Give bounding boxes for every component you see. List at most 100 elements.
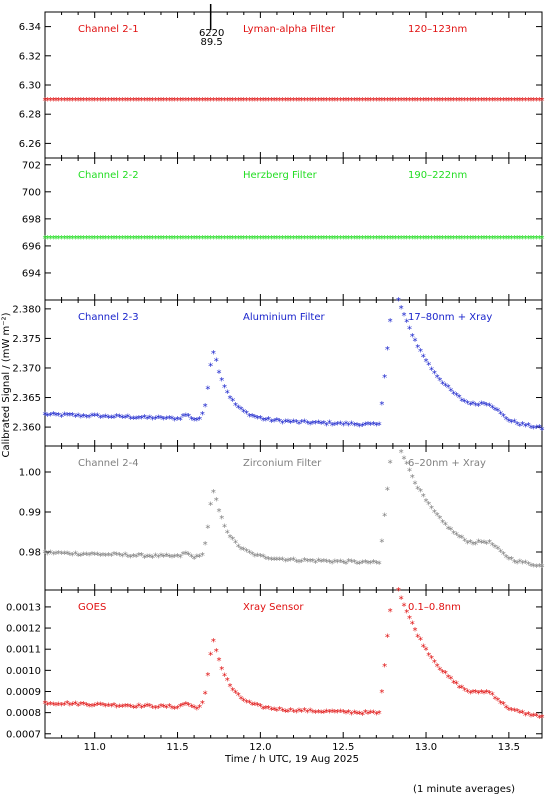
panel-3: 2.360 2.365 2.370 2.375 2.380 Channel 2-3 Alum… xyxy=(12,296,545,447)
data-point: * xyxy=(203,96,208,107)
data-point: * xyxy=(167,702,172,713)
data-point: * xyxy=(164,415,169,426)
data-point: * xyxy=(48,549,53,560)
data-point: * xyxy=(401,455,406,466)
filter-label: Xray Sensor xyxy=(243,602,304,613)
data-point: * xyxy=(316,418,321,429)
data-point: * xyxy=(399,96,404,107)
data-point: * xyxy=(432,658,437,669)
data-point: * xyxy=(117,96,122,107)
data-point: * xyxy=(117,702,122,713)
data-point: * xyxy=(175,704,180,715)
data-point: * xyxy=(274,707,279,718)
data-point: * xyxy=(366,234,371,245)
data-point: * xyxy=(484,96,489,107)
y-tick-label: 0.0007 xyxy=(6,729,41,740)
data-point: * xyxy=(222,523,227,534)
data-point: * xyxy=(170,704,175,715)
data-point: * xyxy=(465,688,470,699)
data-point: * xyxy=(459,234,464,245)
data-point: * xyxy=(285,418,290,429)
data-point: * xyxy=(258,552,263,563)
data-point: * xyxy=(145,414,150,425)
data-point: * xyxy=(266,555,271,566)
data-point: * xyxy=(255,414,260,425)
data-point: * xyxy=(156,234,161,245)
data-point: * xyxy=(462,398,467,409)
data-point: * xyxy=(150,234,155,245)
data-point: * xyxy=(78,96,83,107)
data-point: * xyxy=(117,551,122,562)
data-point: * xyxy=(454,530,459,541)
data-point: * xyxy=(73,699,78,710)
data-point: * xyxy=(51,700,56,711)
data-point: * xyxy=(490,234,495,245)
data-point: * xyxy=(219,665,224,676)
data-point: * xyxy=(266,96,271,107)
data-point: * xyxy=(432,96,437,107)
data-point: * xyxy=(136,234,141,245)
data-point: * xyxy=(509,418,514,429)
data-point: * xyxy=(515,234,520,245)
data-point: * xyxy=(517,708,522,719)
data-point: * xyxy=(495,696,500,707)
data-point: * xyxy=(208,234,213,245)
data-point: * xyxy=(283,234,288,245)
data-point: * xyxy=(346,96,351,107)
data-point: * xyxy=(65,234,70,245)
data-point: * xyxy=(84,234,89,245)
data-point: * xyxy=(247,234,252,245)
data-point: * xyxy=(161,96,166,107)
data-point: * xyxy=(341,96,346,107)
data-point: * xyxy=(440,96,445,107)
data-point: * xyxy=(261,416,266,427)
data-point: * xyxy=(310,234,315,245)
data-point: * xyxy=(123,551,128,562)
data-point: * xyxy=(501,550,506,561)
data-point: * xyxy=(305,708,310,719)
data-point: * xyxy=(158,96,163,107)
data-point: * xyxy=(371,234,376,245)
data-point: * xyxy=(523,96,528,107)
data-point: * xyxy=(227,682,232,693)
data-point: * xyxy=(377,96,382,107)
data-point: * xyxy=(357,234,362,245)
data-point: * xyxy=(123,96,128,107)
data-point: * xyxy=(385,632,390,643)
data-point: * xyxy=(269,234,274,245)
data-point: * xyxy=(459,534,464,545)
data-point: * xyxy=(56,549,61,560)
data-point: * xyxy=(352,96,357,107)
data-point: * xyxy=(385,485,390,496)
data-point: * xyxy=(59,412,64,423)
data-point: * xyxy=(252,700,257,711)
data-point: * xyxy=(283,557,288,568)
data-point: * xyxy=(222,383,227,394)
data-point: * xyxy=(285,557,290,568)
data-point: * xyxy=(459,396,464,407)
data-point: * xyxy=(302,706,307,717)
data-point: * xyxy=(227,533,232,544)
data-point: * xyxy=(288,706,293,717)
data-point: * xyxy=(208,500,213,511)
data-point: * xyxy=(335,558,340,569)
data-point: * xyxy=(377,234,382,245)
data-point: * xyxy=(62,96,67,107)
data-point: * xyxy=(465,234,470,245)
data-point: * xyxy=(164,96,169,107)
data-point: * xyxy=(537,714,542,725)
data-point: * xyxy=(280,419,285,430)
data-point: * xyxy=(468,96,473,107)
data-point: * xyxy=(106,551,111,562)
data-point: * xyxy=(227,234,232,245)
data-point: * xyxy=(410,332,415,343)
footnote: (1 minute averages) xyxy=(413,784,515,795)
data-point: * xyxy=(291,234,296,245)
data-point: * xyxy=(134,234,139,245)
data-point: * xyxy=(473,688,478,699)
data-point: * xyxy=(197,234,202,245)
data-point: * xyxy=(147,702,152,713)
data-point: * xyxy=(258,96,263,107)
data-point: * xyxy=(490,403,495,414)
data-point: * xyxy=(244,409,249,420)
